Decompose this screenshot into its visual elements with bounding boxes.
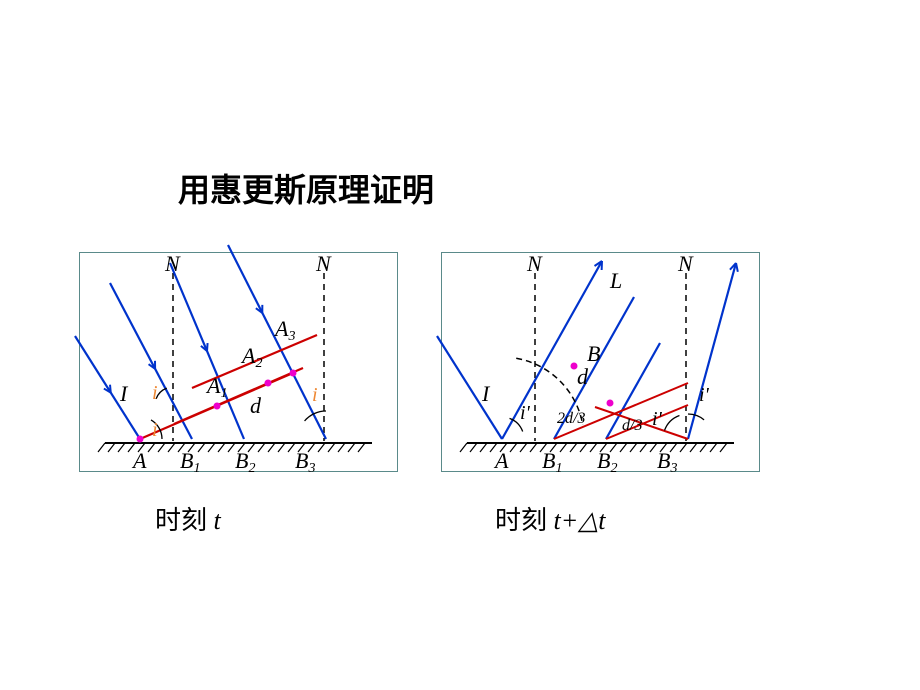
caption-right-prefix: 时刻 <box>495 506 547 535</box>
svg-text:A: A <box>131 448 147 473</box>
svg-text:A3: A3 <box>273 316 295 344</box>
svg-text:A1: A1 <box>205 373 227 401</box>
svg-text:i': i' <box>699 384 710 406</box>
svg-text:N: N <box>164 251 181 276</box>
svg-text:d: d <box>250 393 262 418</box>
diagram-left-svg: iiiNNIAB1B2B3A1A2A3d <box>80 253 397 471</box>
svg-text:I: I <box>481 381 491 406</box>
diagram-right-svg: i'i'i'2d/3d/3NNLIBdAB1B2B3 <box>442 253 759 471</box>
svg-text:A: A <box>493 448 509 473</box>
svg-text:B2: B2 <box>235 448 255 476</box>
svg-text:B: B <box>587 341 600 366</box>
svg-text:i': i' <box>520 402 531 424</box>
svg-text:B1: B1 <box>180 448 200 476</box>
svg-text:i: i <box>152 382 158 404</box>
diagram-right: i'i'i'2d/3d/3NNLIBdAB1B2B3 <box>441 252 760 472</box>
svg-text:i': i' <box>652 408 663 430</box>
diagram-left: iiiNNIAB1B2B3A1A2A3d <box>79 252 398 472</box>
caption-left: 时刻 t <box>155 500 221 537</box>
svg-text:B3: B3 <box>295 448 315 476</box>
svg-text:d/3: d/3 <box>622 417 642 434</box>
page-title: 用惠更斯原理证明 <box>178 165 434 211</box>
caption-right-t: t+△t <box>547 506 606 535</box>
caption-left-t: t <box>207 506 221 535</box>
caption-right: 时刻 t+△t <box>495 500 606 537</box>
svg-text:B1: B1 <box>542 448 562 476</box>
svg-text:N: N <box>526 251 543 276</box>
svg-text:B3: B3 <box>657 448 677 476</box>
svg-text:2d/3: 2d/3 <box>557 410 585 427</box>
svg-text:d: d <box>577 364 589 389</box>
svg-text:i: i <box>152 419 158 441</box>
svg-text:L: L <box>609 268 622 293</box>
svg-text:i: i <box>312 384 318 406</box>
caption-left-prefix: 时刻 <box>155 506 207 535</box>
svg-text:N: N <box>315 251 332 276</box>
svg-text:A2: A2 <box>240 343 262 371</box>
svg-text:N: N <box>677 251 694 276</box>
svg-text:B2: B2 <box>597 448 617 476</box>
svg-text:I: I <box>119 381 129 406</box>
